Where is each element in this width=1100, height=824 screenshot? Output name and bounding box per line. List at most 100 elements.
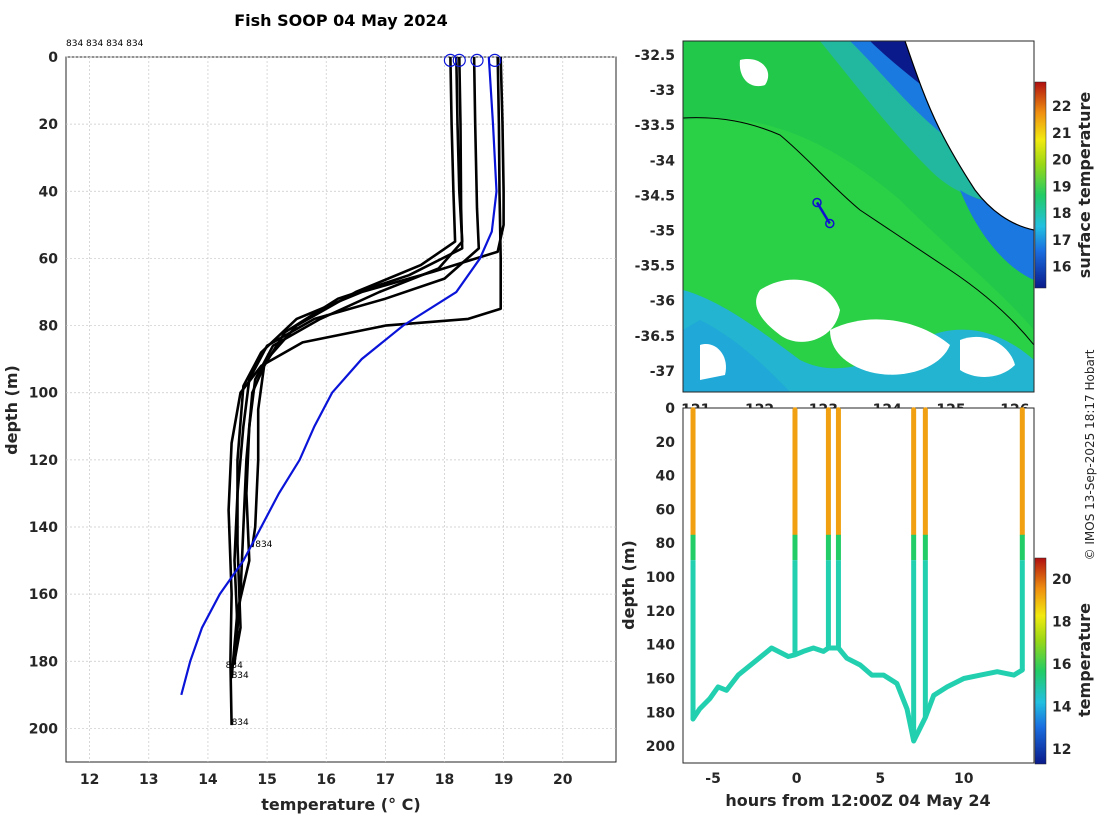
section-axes-frame [682,407,1035,764]
profile-line [233,56,505,662]
profile-series [180,53,505,726]
section-ytick-label: 200 [646,739,675,755]
profile-ytick-label: 120 [29,453,58,469]
map-ytick-label: -34 [650,153,676,169]
map-axes-frame [682,40,1035,393]
top-drop-labels: 834 834 834 834 [66,39,144,49]
sst-colorbar-tick: 17 [1052,233,1071,249]
profile-line [230,56,457,669]
bathymetry-contour [683,117,1034,346]
track-end-marker [825,218,835,229]
drop-end-label: 834 [255,540,272,550]
sst-colorbar-tick: 16 [1052,260,1071,276]
profile-axes-frame [65,56,617,763]
bottom-track-line [690,645,1025,744]
profile-line [227,56,502,726]
section-ytick-label: 40 [656,469,676,485]
surface-marker [443,53,458,67]
profile-xtick-label: 20 [553,772,573,788]
section-ytick-label: 20 [656,435,676,451]
profile-xtick-label: 19 [494,772,513,788]
sst-colorbar-tick: 22 [1052,99,1071,115]
profile-xtick-label: 13 [139,772,158,788]
temperature-colorbar-tick: 16 [1052,657,1071,673]
credit-text: © IMOS 13-Sep-2025 18:17 Hobart [1083,349,1097,560]
profile-xtick-label: 17 [376,772,395,788]
profile-xtick-label: 12 [80,772,99,788]
sst-colorbar-tick: 21 [1052,126,1071,142]
temperature-colorbar-ticks: 12 14 16 18 20 [1052,572,1072,758]
profile-ytick-label: 20 [39,117,59,133]
profile-xtick-label: 18 [435,772,454,788]
surface-marker [470,53,484,67]
coastline [904,41,1034,231]
sst-colorbar-ticks: 16 17 18 19 20 21 22 [1052,99,1072,276]
temperature-colorbar-tick: 20 [1052,572,1072,588]
section-xtick-label: 0 [792,771,802,787]
profile-ytick-label: 80 [39,319,59,335]
profile-xtick-label: 16 [316,772,335,788]
drop-end-label: 834 [226,661,243,671]
section-ytick-label: 80 [656,536,676,552]
map-ytick-label: -36.5 [635,329,675,345]
map-ytick-label: -33.5 [635,118,675,134]
section-ytick-label: 160 [646,671,675,687]
profile-tick-labels: 12 13 14 15 16 17 18 19 200204060801001201401601… [29,50,573,788]
section-ytick-label: 140 [646,638,675,654]
drop-end-label: 834 [232,718,249,728]
drop-end-label: 834 [232,671,249,681]
surface-marker [488,53,502,67]
temperature-colorbar-tick: 18 [1052,615,1071,631]
temperature-colorbar-tick: 14 [1052,700,1072,716]
map-ytick-label: -32.5 [635,48,675,64]
section-xtick-label: 10 [954,771,974,787]
map-ytick-label: -37 [650,364,675,380]
profile-ytick-label: 0 [48,50,58,66]
profile-line [251,56,464,548]
map-ytick-label: -36 [650,294,675,310]
section-ytick-label: 180 [646,705,675,721]
sst-colorbar [1034,81,1047,289]
profile-ytick-label: 100 [29,386,58,402]
section-ytick-label: 0 [665,401,675,417]
section-xlabel: hours from 12:00Z 04 May 24 [725,791,990,810]
map-ytick-label: -35.5 [635,259,675,275]
surface-marker [452,53,466,67]
section-xtick-label: 5 [875,771,885,787]
sst-colorbar-tick: 19 [1052,179,1071,195]
temperature-colorbar-label: temperature [1075,603,1094,717]
section-ytick-label: 120 [646,604,675,620]
profile-ytick-label: 180 [29,654,58,670]
map-ytick-label: -35 [650,224,675,240]
temperature-colorbar [1034,557,1047,765]
sst-colorbar-tick: 18 [1052,206,1071,222]
section-ytick-label: 60 [656,502,676,518]
profile-line [233,56,481,665]
sst-colorbar-tick: 20 [1052,153,1072,169]
profile-grid [66,56,616,762]
profile-ytick-label: 60 [39,251,59,267]
section-data [690,407,1025,744]
profile-xtick-label: 14 [198,772,218,788]
section-ylabel: depth (m) [619,540,638,630]
map-ytick-label: -34.5 [635,188,675,204]
profile-ytick-label: 160 [29,587,58,603]
profile-xtick-label: 15 [257,772,276,788]
profile-ytick-label: 200 [29,721,58,737]
profile-ytick-label: 140 [29,520,58,536]
figure-title: Fish SOOP 04 May 2024 [234,11,448,30]
track-start-marker [812,197,822,208]
profile-xlabel: temperature (° C) [261,795,420,814]
section-xtick-label: -5 [705,771,721,787]
profile-ylabel: depth (m) [2,365,21,455]
climatology-line [180,56,498,696]
sst-colorbar-label: surface temperature [1075,92,1094,279]
temperature-profile-plot: 12 13 14 15 16 17 18 19 200204060801001201401601… [2,39,617,814]
profile-ytick-label: 40 [39,184,59,200]
map-ytick-label: -33 [650,83,675,99]
sst-map: -32.5 -33 -33.5 -34 -34.5 -35 -35.5 -36 -36.5 -37… [635,40,1094,418]
